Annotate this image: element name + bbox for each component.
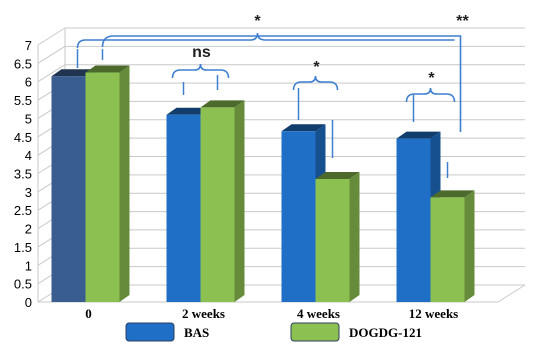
bracket-long-2 bbox=[101, 35, 462, 132]
bar-side-dogdg-121 bbox=[464, 190, 475, 302]
y-tick-label: 0.5 bbox=[14, 277, 32, 292]
significance-label: ns bbox=[192, 44, 211, 61]
significance-label: * bbox=[313, 59, 320, 76]
legend-label-bas: BAS bbox=[184, 325, 209, 340]
y-tick-label: 2.5 bbox=[14, 203, 32, 218]
bracket-2-weeks bbox=[171, 63, 230, 79]
bar-bas bbox=[166, 114, 201, 302]
bar-top-bas bbox=[396, 131, 441, 139]
y-tick-label: 4.5 bbox=[14, 130, 32, 145]
legend-swatch-bas bbox=[125, 322, 175, 342]
bar-side-dogdg-121 bbox=[119, 65, 130, 303]
significance-label: ** bbox=[456, 13, 469, 30]
y-tick-label: 3 bbox=[25, 185, 32, 200]
legend-label-dogdg-121: DOGDG-121 bbox=[349, 325, 422, 340]
y-tick-label: 3.5 bbox=[14, 167, 32, 182]
y-tick-label: 6 bbox=[25, 75, 32, 90]
x-tick-label: 2 weeks bbox=[182, 306, 225, 321]
y-tick-label: 5.5 bbox=[14, 93, 32, 108]
bar-top-bas bbox=[51, 69, 96, 77]
gridline-diagonal bbox=[37, 45, 66, 64]
y-tick-label: 1.5 bbox=[14, 240, 32, 255]
bar-dogdg-121 bbox=[315, 179, 350, 302]
bar-top-dogdg-121 bbox=[200, 100, 245, 108]
gridline-diagonal bbox=[37, 27, 66, 46]
x-tick-label: 4 weeks bbox=[297, 306, 340, 321]
bar-top-dogdg-121 bbox=[315, 172, 360, 180]
significance-label: * bbox=[254, 13, 261, 30]
bar-dogdg-121 bbox=[85, 72, 120, 303]
y-tick-label: 4 bbox=[25, 148, 32, 163]
bar-bas bbox=[281, 131, 316, 302]
bar-top-dogdg-121 bbox=[430, 190, 475, 198]
bar-top-bas bbox=[281, 124, 326, 132]
gridline-diagonal bbox=[37, 64, 66, 83]
bar-bas bbox=[396, 138, 431, 302]
bar-top-bas bbox=[166, 107, 211, 115]
bar-side-dogdg-121 bbox=[234, 100, 245, 303]
bar-dogdg-121 bbox=[200, 107, 235, 303]
y-tick-label: 0 bbox=[25, 295, 32, 310]
legend-swatch-dogdg-121 bbox=[290, 322, 340, 342]
bracket-4-weeks bbox=[292, 75, 339, 91]
y-tick-label: 5 bbox=[25, 111, 32, 126]
y-tick-label: 6.5 bbox=[14, 56, 32, 71]
bar-dogdg-121 bbox=[430, 197, 465, 302]
y-tick-label: 7 bbox=[25, 38, 32, 53]
bar-side-dogdg-121 bbox=[349, 172, 360, 302]
x-tick-label: 12 weeks bbox=[409, 306, 458, 321]
significance-label: * bbox=[428, 70, 435, 87]
bar-top-dogdg-121 bbox=[85, 65, 130, 73]
bracket-long-1 bbox=[76, 32, 455, 49]
bracket-12-weeks bbox=[405, 87, 456, 103]
bar-bas bbox=[51, 76, 86, 302]
x-tick-label: 0 bbox=[85, 306, 92, 321]
y-tick-label: 1 bbox=[25, 258, 32, 273]
y-tick-label: 2 bbox=[25, 222, 32, 237]
